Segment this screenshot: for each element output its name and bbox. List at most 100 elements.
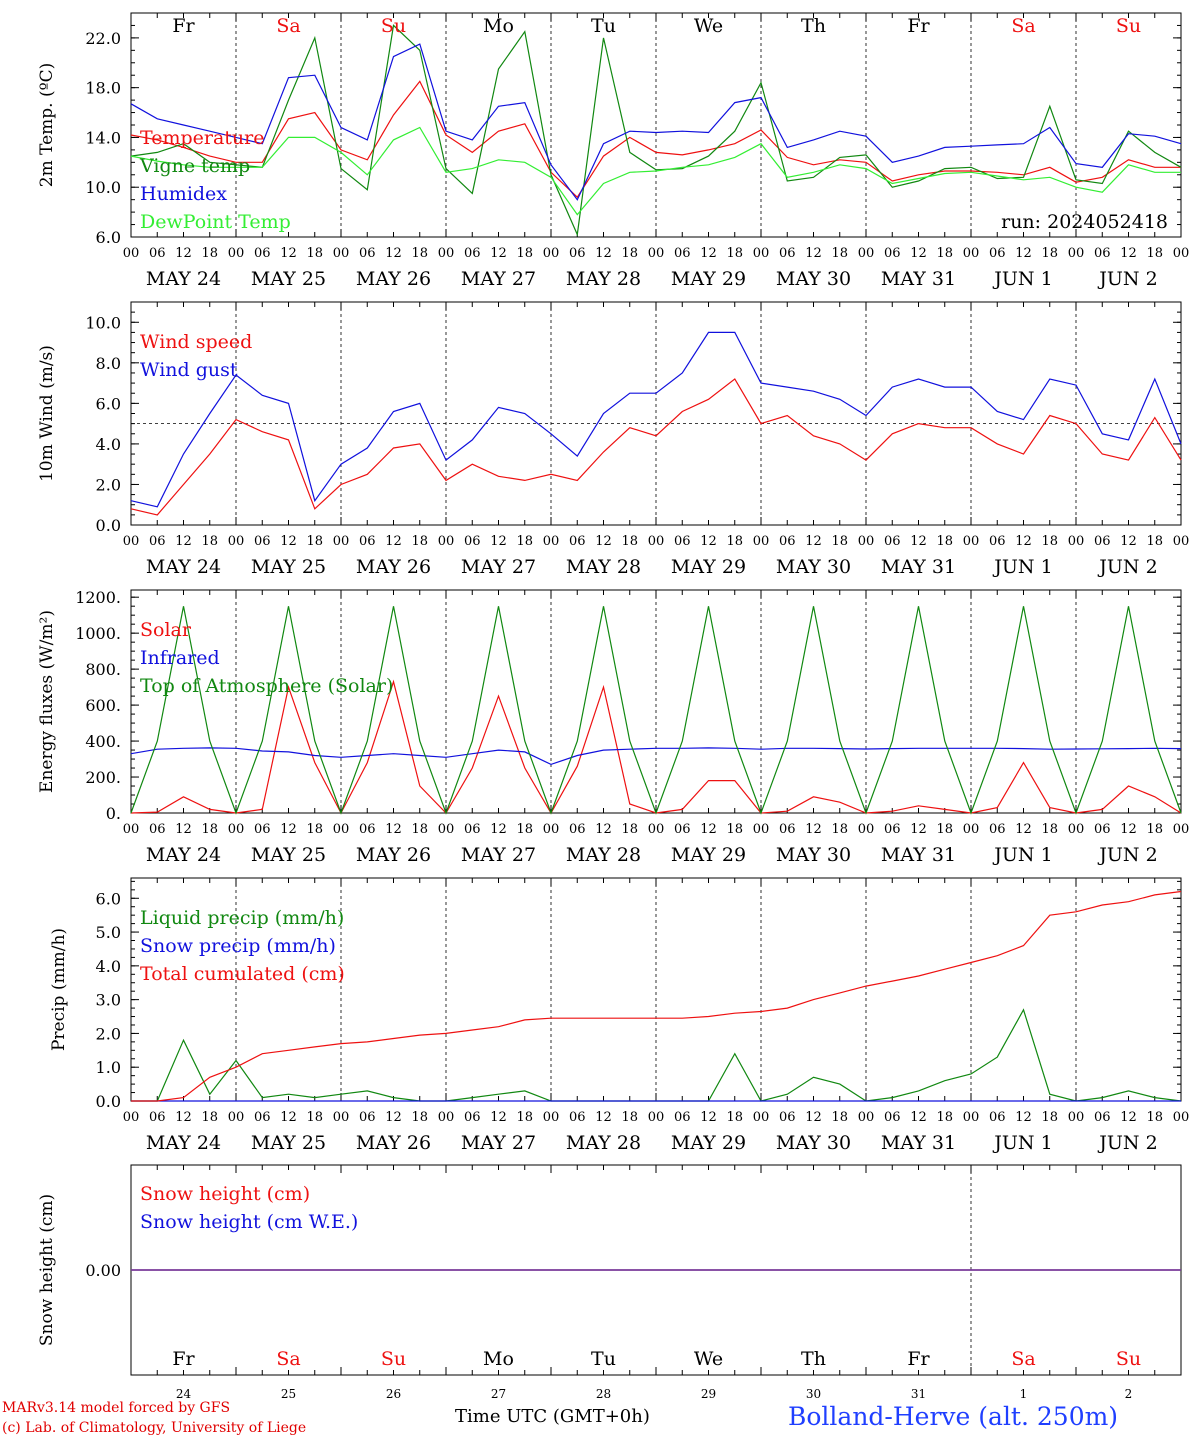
- y-tick-label: 1.0: [96, 1058, 121, 1077]
- date-label: MAY 30: [776, 556, 851, 578]
- date-label: JUN 2: [1097, 556, 1157, 578]
- series-line: [130, 80, 1181, 199]
- y-tick-label: 0.0: [96, 516, 121, 535]
- hour-tick-label: 00: [963, 534, 980, 549]
- hour-tick-label: 12: [1120, 246, 1137, 261]
- series-line: [131, 890, 1182, 1102]
- hour-tick-label: 06: [464, 534, 481, 549]
- series-line: [130, 747, 1182, 766]
- y-tick-label: 800.: [85, 660, 121, 679]
- hour-tick-label: 00: [1173, 534, 1190, 549]
- hour-tick-label: 18: [306, 822, 323, 837]
- date-label: JUN 1: [992, 268, 1052, 290]
- hour-tick-label: 00: [543, 822, 560, 837]
- hour-tick-label: 06: [674, 822, 691, 837]
- hour-tick-label: 06: [779, 822, 796, 837]
- legend-entry: Humidex: [140, 183, 227, 205]
- hour-tick-label: 06: [464, 822, 481, 837]
- weekday-label: Su: [1116, 15, 1141, 37]
- hour-tick-label: 00: [438, 534, 455, 549]
- hour-tick-label: 12: [1015, 246, 1032, 261]
- hour-tick-label: 06: [674, 1110, 691, 1125]
- hour-tick-label: 06: [1094, 822, 1111, 837]
- hour-tick-label: 00: [228, 534, 245, 549]
- legend-entry: Wind gust: [140, 359, 238, 381]
- hour-tick-label: 18: [1146, 1110, 1163, 1125]
- hour-tick-label: 06: [359, 822, 376, 837]
- hour-tick-label: 06: [989, 1110, 1006, 1125]
- y-tick-label: 200.: [85, 768, 121, 787]
- hour-tick-label: 18: [621, 534, 638, 549]
- station-name: Bolland-Herve (alt. 250m): [788, 1402, 1119, 1431]
- hour-tick-label: 12: [280, 534, 297, 549]
- hour-tick-label: 00: [228, 822, 245, 837]
- hour-tick-label: 06: [884, 822, 901, 837]
- weekday-label: We: [694, 1348, 723, 1370]
- legend-entry: Wind speed: [140, 331, 252, 353]
- hour-tick-label: 00: [753, 1110, 770, 1125]
- date-label: MAY 27: [461, 556, 536, 578]
- weekday-label: Su: [1116, 1348, 1141, 1370]
- day-number-label: 27: [491, 1387, 506, 1400]
- weekday-label: Sa: [276, 15, 300, 37]
- series-line: [130, 24, 1182, 237]
- hour-tick-label: 06: [149, 1110, 166, 1125]
- date-label: MAY 24: [146, 1132, 221, 1154]
- date-label: MAY 24: [146, 556, 221, 578]
- legend-entry: Temperature: [140, 127, 264, 149]
- hour-tick-label: 18: [621, 822, 638, 837]
- hour-tick-label: 12: [280, 822, 297, 837]
- hour-tick-label: 18: [936, 534, 953, 549]
- date-label: MAY 27: [461, 844, 536, 866]
- hour-tick-label: 00: [543, 534, 560, 549]
- hour-tick-label: 06: [149, 822, 166, 837]
- hour-tick-label: 06: [569, 1110, 586, 1125]
- hour-tick-label: 12: [490, 246, 507, 261]
- series-line: [130, 43, 1182, 201]
- hour-tick-label: 12: [175, 246, 192, 261]
- legend-entry: Infrared: [140, 647, 220, 669]
- hour-tick-label: 18: [1041, 534, 1058, 549]
- weekday-label: Su: [381, 1348, 406, 1370]
- date-label: MAY 30: [776, 268, 851, 290]
- hour-tick-label: 12: [1015, 534, 1032, 549]
- y-tick-label: 1000.: [75, 624, 121, 643]
- y-axis-label: 2m Temp. (ºC): [37, 63, 57, 188]
- series-line: [130, 378, 1182, 516]
- hour-tick-label: 06: [1094, 534, 1111, 549]
- hour-tick-label: 18: [831, 822, 848, 837]
- hour-tick-label: 00: [1173, 822, 1190, 837]
- day-number-label: 1: [1020, 1387, 1028, 1400]
- hour-tick-label: 06: [254, 246, 271, 261]
- hour-tick-label: 06: [989, 822, 1006, 837]
- day-number-label: 24: [176, 1387, 192, 1400]
- hour-tick-label: 12: [805, 822, 822, 837]
- hour-tick-label: 12: [175, 822, 192, 837]
- legend-entry: Total cumulated (cm): [140, 963, 345, 985]
- weekday-label: Fr: [172, 15, 195, 37]
- hour-tick-label: 18: [1041, 1110, 1058, 1125]
- hour-tick-label: 18: [516, 1110, 533, 1125]
- hour-tick-label: 00: [753, 534, 770, 549]
- hour-tick-label: 12: [700, 246, 717, 261]
- y-tick-label: 0.00: [85, 1261, 121, 1280]
- hour-tick-label: 18: [831, 1110, 848, 1125]
- hour-tick-label: 18: [306, 1110, 323, 1125]
- hour-tick-label: 06: [779, 1110, 796, 1125]
- hour-tick-label: 00: [753, 246, 770, 261]
- hour-tick-label: 00: [543, 1110, 560, 1125]
- date-label: MAY 28: [566, 268, 641, 290]
- hour-tick-label: 12: [910, 822, 927, 837]
- hour-tick-label: 00: [123, 1110, 140, 1125]
- hour-tick-label: 00: [1068, 534, 1085, 549]
- hour-tick-label: 00: [228, 246, 245, 261]
- weekday-label: Tu: [591, 1348, 616, 1370]
- hour-tick-label: 12: [490, 822, 507, 837]
- hour-tick-label: 12: [175, 1110, 192, 1125]
- hour-tick-label: 12: [595, 822, 612, 837]
- date-label: MAY 31: [881, 556, 956, 578]
- hour-tick-label: 18: [621, 246, 638, 261]
- weekday-label: Mo: [483, 15, 514, 37]
- hour-tick-label: 18: [936, 246, 953, 261]
